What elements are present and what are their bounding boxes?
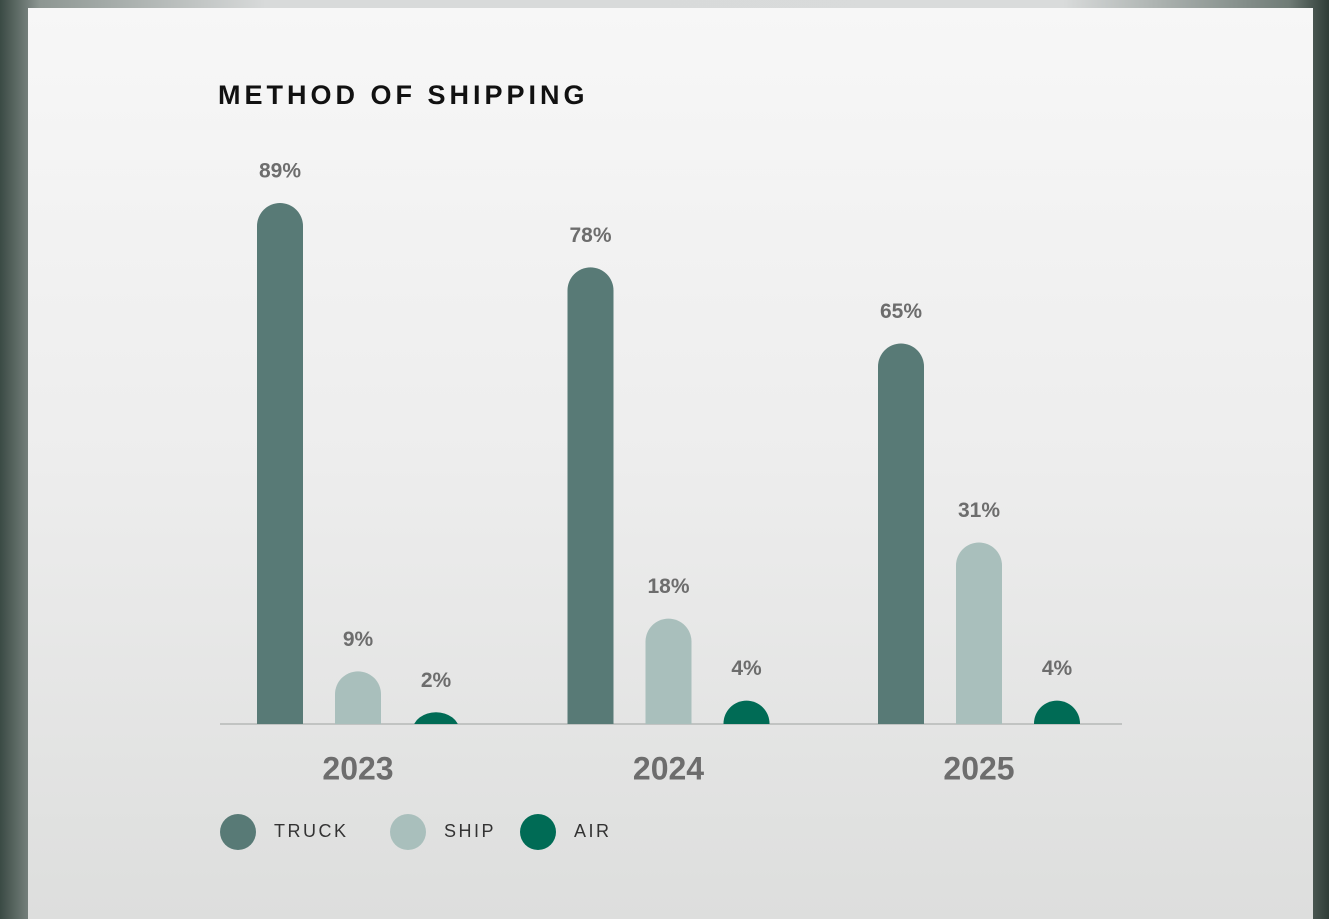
value-label: 2%: [421, 669, 452, 692]
bar: [1034, 700, 1080, 724]
value-label: 4%: [1042, 657, 1073, 680]
value-label: 4%: [731, 657, 762, 680]
bar: [645, 618, 692, 724]
bar: [257, 203, 303, 724]
card: [28, 8, 1313, 919]
value-label: 65%: [880, 300, 922, 323]
bar: [878, 343, 924, 724]
value-label: 31%: [958, 499, 1000, 522]
legend-swatch: [220, 814, 256, 850]
bar: [335, 671, 381, 724]
legend-label: AIR: [574, 821, 612, 841]
legend-swatch: [520, 814, 556, 850]
bar: [414, 712, 458, 724]
value-label: 9%: [343, 628, 374, 651]
x-tick-label: 2024: [633, 750, 704, 786]
legend-label: SHIP: [444, 821, 496, 841]
legend-label: TRUCK: [274, 821, 349, 841]
bars: [257, 203, 1080, 724]
chart-title: METHOD OF SHIPPING: [218, 80, 589, 110]
bar: [723, 700, 770, 724]
value-label: 18%: [647, 575, 689, 598]
bar: [956, 542, 1002, 724]
bar: [567, 267, 614, 724]
value-label: 89%: [259, 160, 301, 183]
x-tick-label: 2023: [322, 750, 393, 786]
value-label: 78%: [569, 224, 611, 247]
x-tick-label: 2025: [943, 750, 1014, 786]
legend-swatch: [390, 814, 426, 850]
